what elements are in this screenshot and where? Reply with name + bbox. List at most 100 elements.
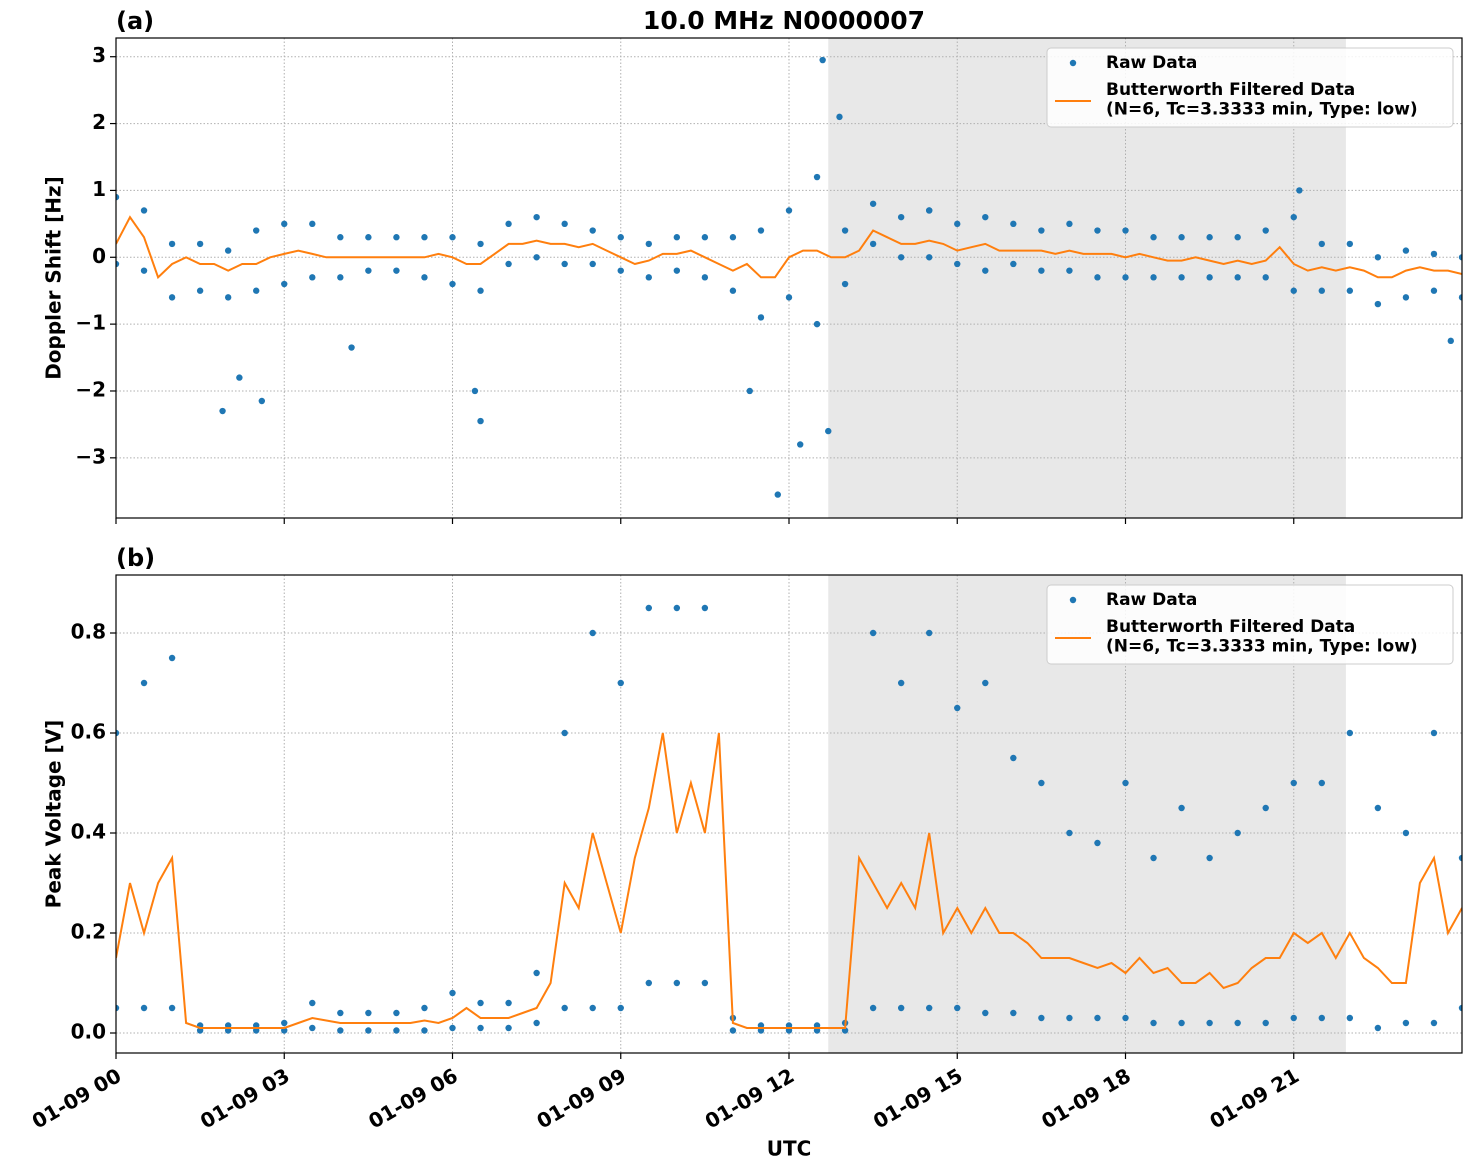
raw-point [954,260,961,268]
raw-point [236,374,243,381]
raw-point [505,220,512,228]
raw-point [729,234,737,241]
raw-point [337,274,344,281]
legend-label: Raw Data [1106,53,1197,73]
raw-point [1178,1019,1185,1027]
raw-point [1346,729,1354,737]
raw-point [1262,274,1269,281]
raw-point [1430,287,1438,294]
raw-point [1010,1009,1017,1017]
raw-point [1234,1019,1241,1027]
raw-point [533,969,540,977]
raw-point [1447,337,1454,345]
raw-point [1318,779,1325,787]
raw-point [393,1009,400,1017]
raw-point [645,274,652,281]
panel-label: (b) [116,544,155,572]
raw-point [1458,854,1462,862]
raw-point [617,679,624,687]
raw-point [897,1004,905,1012]
x-tick-label: 01-09 06 [364,1063,462,1133]
raw-point [309,274,316,281]
raw-point [1122,227,1129,234]
raw-point [1234,234,1241,241]
raw-point [1150,234,1157,241]
legend-marker [1069,596,1077,604]
x-tick-label: 01-09 00 [28,1063,126,1133]
raw-point [1290,287,1297,294]
x-tick-label: 01-09 21 [1205,1063,1303,1133]
plot-area [116,604,1462,1034]
raw-point [1038,779,1045,787]
raw-point [617,1004,624,1012]
raw-point [1346,287,1354,294]
raw-point [365,1027,372,1034]
raw-point [1290,213,1297,221]
raw-point [1374,254,1382,261]
raw-point [757,314,765,321]
raw-point [471,387,479,395]
raw-point [1206,274,1213,281]
y-tick-label: −3 [75,444,106,468]
raw-point [1178,274,1185,281]
raw-point [1094,274,1101,281]
raw-point [825,427,832,435]
raw-point [1290,1014,1297,1022]
legend-label: Raw Data [1106,590,1197,610]
raw-point [673,234,681,241]
raw-point [1038,267,1045,274]
raw-point [1150,274,1157,281]
raw-point [1178,234,1185,241]
raw-point [1374,804,1382,812]
raw-point [729,1027,737,1034]
raw-point [1010,220,1017,228]
raw-point [617,267,624,274]
raw-point [1122,1014,1129,1022]
raw-point [1066,1014,1073,1022]
raw-point [1038,227,1045,234]
raw-point [1206,1019,1213,1027]
raw-point [116,193,120,201]
raw-point [1290,779,1297,787]
raw-point [1234,829,1241,837]
raw-point [785,207,793,214]
raw-point [337,1027,344,1034]
axes-frame [115,37,1463,519]
raw-point [1122,274,1129,281]
raw-point [505,999,512,1007]
plot-area [116,56,1462,498]
raw-point [1122,779,1129,787]
y-tick-label: 0 [92,244,106,268]
raw-point [337,1009,344,1017]
raw-point [841,280,849,288]
raw-point [1458,1004,1462,1012]
raw-point [729,287,737,294]
raw-point [477,417,484,425]
raw-point [505,1024,512,1032]
legend-box [1046,47,1454,128]
raw-point [982,213,989,221]
y-tick-label: 0.4 [71,820,106,844]
raw-point [1178,804,1185,812]
y-tick-label: −2 [75,377,106,401]
raw-point [897,213,905,221]
raw-point [1262,227,1269,234]
raw-point [785,294,793,301]
x-tick-label: 01-09 03 [196,1063,294,1133]
raw-point [1262,804,1269,812]
raw-point [1346,1014,1354,1022]
filtered-line [116,732,1462,1029]
raw-point [774,491,781,498]
raw-point [1094,227,1101,234]
raw-point [219,407,226,415]
y-tick-label: 0.0 [71,1020,106,1044]
raw-point [421,1027,428,1034]
raw-point [1402,294,1410,301]
y-tick-label: −1 [75,311,106,335]
raw-point [1066,267,1073,274]
raw-point [673,979,681,987]
axes-frame [115,574,1463,1054]
y-tick-label: 2 [92,110,106,134]
raw-point [645,979,652,987]
raw-point [224,247,232,254]
